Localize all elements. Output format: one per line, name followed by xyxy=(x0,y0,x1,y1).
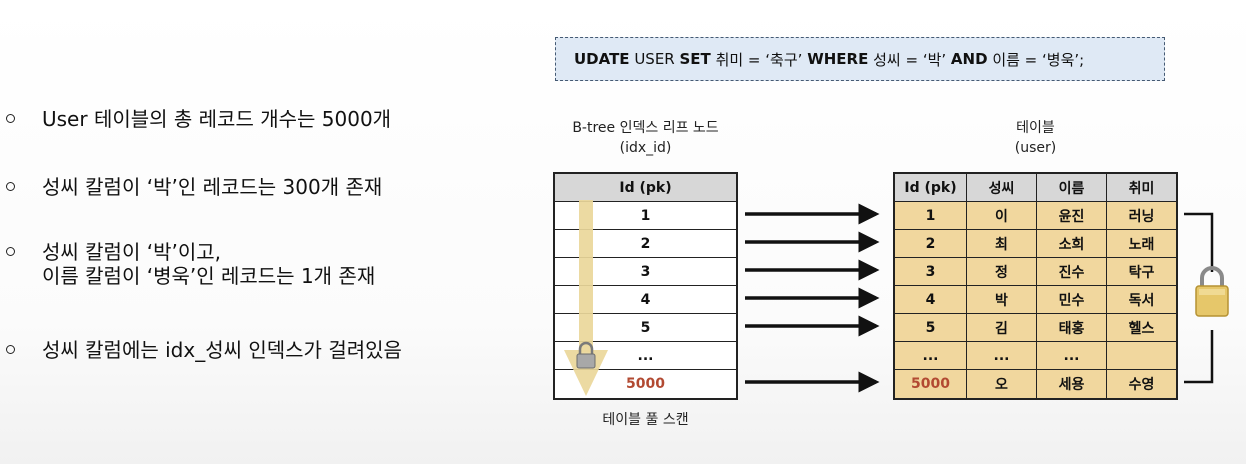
index-caption-title: B-tree 인덱스 리프 노드 xyxy=(572,120,719,136)
table-cell: 4 xyxy=(895,286,967,314)
bullet-text-line-2: 이름 칼럼이 ‘병욱’인 레코드는 1개 존재 xyxy=(42,264,376,288)
table-cell: 소희 xyxy=(1037,230,1107,258)
index-row: ... xyxy=(555,342,736,370)
table-cell: 독서 xyxy=(1107,286,1176,314)
sql-keyword: AND xyxy=(950,50,988,68)
sql-text: 성씨 = ‘박’ xyxy=(868,50,951,69)
sql-query-box: UDATE USER SET 취미 = ‘축구’ WHERE 성씨 = ‘박’ … xyxy=(555,37,1165,81)
user-table: Id (pk) 성씨 이름 취미 1 이 윤진 러닝 2 최 소희 노래 3 정… xyxy=(893,172,1178,400)
index-row: 3 xyxy=(555,258,736,286)
table-cell: 탁구 xyxy=(1107,258,1176,286)
index-row: 5 xyxy=(555,314,736,342)
index-row: 1 xyxy=(555,202,736,230)
table-cell: 노래 xyxy=(1107,230,1176,258)
table-cell: 2 xyxy=(895,230,967,258)
table-caption-title: 테이블 xyxy=(1016,120,1055,136)
table-cell: 최 xyxy=(967,230,1037,258)
table-cell: 김 xyxy=(967,314,1037,342)
table-cell: 진수 xyxy=(1037,258,1107,286)
bullet-dot-icon xyxy=(6,247,15,256)
table-caption-name: (user) xyxy=(1014,140,1057,156)
bullet-text: User 테이블의 총 레코드 개수는 5000개 xyxy=(42,107,392,131)
table-cell: 태홍 xyxy=(1037,314,1107,342)
bullet-dot-icon xyxy=(6,182,15,191)
column-header: Id (pk) xyxy=(895,174,967,202)
table-cell: 러닝 xyxy=(1107,202,1176,230)
sql-keyword: UDATE xyxy=(574,50,630,68)
table-cell: 이 xyxy=(967,202,1037,230)
sql-text: 취미 = ‘축구’ xyxy=(710,50,808,69)
padlock-icon xyxy=(576,341,596,369)
scan-arrow-head xyxy=(564,350,608,396)
index-caption: B-tree 인덱스 리프 노드 (idx_id) xyxy=(553,118,738,158)
full-scan-arrow xyxy=(564,200,608,396)
index-row: 2 xyxy=(555,230,736,258)
table-cell: 수영 xyxy=(1128,377,1155,393)
sql-keyword: SET xyxy=(679,50,711,68)
table-cell: 5 xyxy=(895,314,967,342)
full-scan-label: 테이블 풀 스캔 xyxy=(602,412,689,428)
table-cell: 정 xyxy=(967,258,1037,286)
table-cell xyxy=(1107,342,1176,370)
table-cell: 민수 xyxy=(1037,286,1107,314)
index-caption-name: (idx_id) xyxy=(619,140,672,156)
bullet-text: 성씨 칼럼이 ‘박’인 레코드는 300개 존재 xyxy=(42,175,383,199)
table-caption: 테이블 (user) xyxy=(893,118,1178,158)
index-row: 5000 xyxy=(626,376,665,392)
table-cell: ... xyxy=(1037,342,1107,370)
table-cell: ... xyxy=(967,342,1037,370)
table-cell: 박 xyxy=(967,286,1037,314)
table-cell: 오 xyxy=(967,370,1037,398)
scan-arrow-shaft xyxy=(579,200,593,352)
table-cell: 세용 xyxy=(1037,370,1107,398)
sql-keyword: WHERE xyxy=(807,50,869,68)
sql-text: 이름 = ‘병욱’; xyxy=(987,50,1085,69)
lock-bracket xyxy=(1184,212,1214,384)
column-header: 성씨 xyxy=(967,174,1037,202)
table-cell: 1 xyxy=(895,202,967,230)
bullet-text: 성씨 칼럼에는 idx_성씨 인덱스가 걸려있음 xyxy=(42,338,402,362)
index-row: 4 xyxy=(555,286,736,314)
table-cell: 3 xyxy=(895,258,967,286)
table-cell: 헬스 xyxy=(1107,314,1176,342)
sql-text: USER xyxy=(629,50,680,68)
table-cell: ... xyxy=(895,342,967,370)
index-header: Id (pk) xyxy=(555,174,736,202)
bullet-dot-icon xyxy=(6,345,15,354)
column-header: 취미 xyxy=(1107,174,1176,202)
padlock-icon xyxy=(1195,266,1229,317)
bullet-dot-icon xyxy=(6,114,15,123)
table-cell: 5000 xyxy=(895,370,967,398)
table-cell: 윤진 xyxy=(1037,202,1107,230)
bullet-list: User 테이블의 총 레코드 개수는 5000개 성씨 칼럼이 ‘박’인 레코… xyxy=(0,0,520,464)
column-header: 이름 xyxy=(1037,174,1107,202)
bullet-text-line-1: 성씨 칼럼이 ‘박’이고, xyxy=(42,240,221,264)
